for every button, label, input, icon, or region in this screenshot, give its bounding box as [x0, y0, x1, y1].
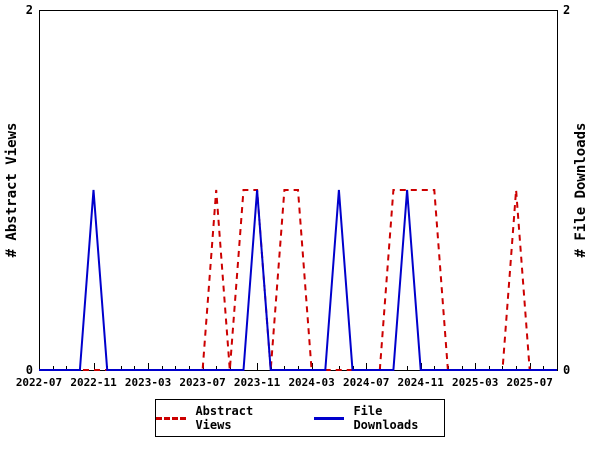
abstract-views-dashed-line-sample: [156, 416, 187, 420]
y-axis-left-tick-label: 0: [26, 363, 33, 377]
legend-label-abstract-views: Abstract Views: [195, 404, 254, 432]
x-axis-tick-label: 2025-03: [452, 376, 498, 389]
y-axis-left-tick-label: 2: [26, 3, 33, 17]
legend-item-file-downloads: File Downloads: [314, 404, 444, 432]
x-axis-tick-label: 2023-07: [179, 376, 225, 389]
series-line-file-downloads: [39, 189, 557, 371]
x-axis-tick-label: 2022-11: [70, 376, 117, 389]
x-axis-tick-label: 2022-07: [16, 376, 62, 389]
x-axis-tick-label: 2025-07: [507, 376, 553, 389]
y-axis-right-tick-label: 0: [563, 363, 570, 377]
x-axis-tick-label: 2023-11: [234, 376, 281, 389]
series-line-abstract-views: [39, 189, 557, 371]
y-axis-title-right: # File Downloads: [573, 123, 589, 258]
x-axis-tick-label: 2024-03: [288, 376, 334, 389]
y-axis-title-left: # Abstract Views: [4, 123, 20, 258]
y-axis-right-tick-label: 2: [563, 3, 570, 17]
legend-box: Abstract Views File Downloads: [155, 399, 445, 437]
x-axis-tick-label: 2024-11: [398, 376, 445, 389]
legend-label-file-downloads: File Downloads: [353, 404, 419, 432]
file-downloads-solid-line-sample: [314, 416, 345, 420]
x-axis-tick-label: 2023-03: [125, 376, 171, 389]
x-axis-tick-label: 2024-07: [343, 376, 389, 389]
legend-item-abstract-views: Abstract Views: [156, 404, 286, 432]
